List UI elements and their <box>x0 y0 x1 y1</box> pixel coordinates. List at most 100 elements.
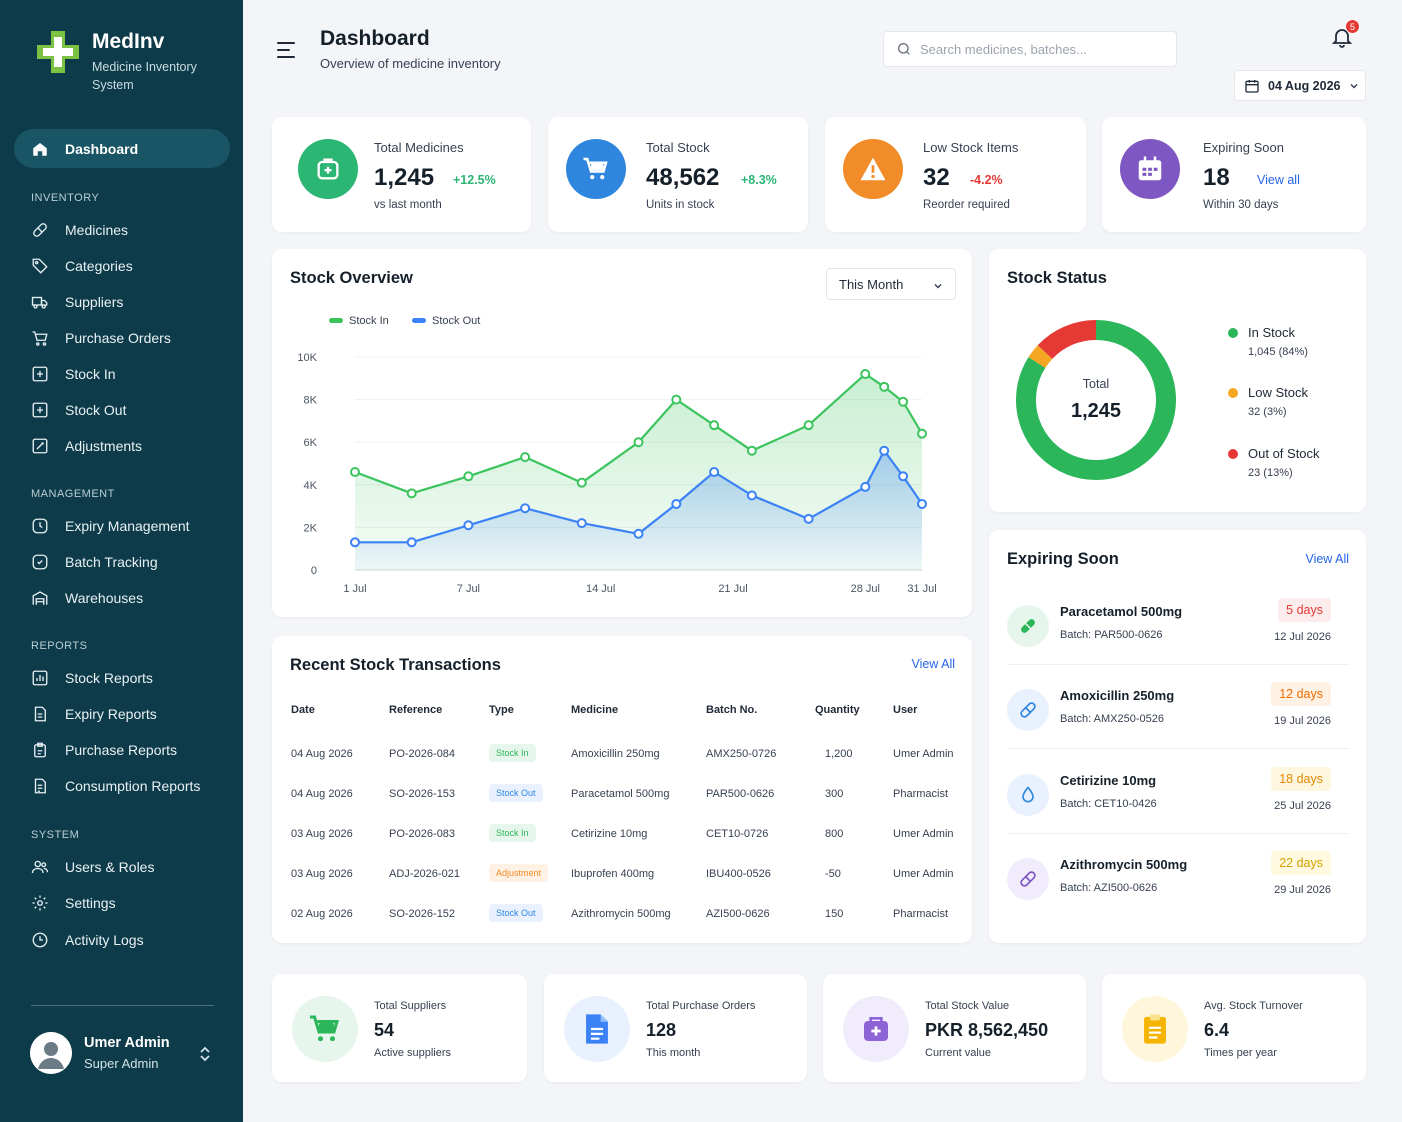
search-box[interactable] <box>883 31 1177 67</box>
legend-label-stock-out: Stock Out <box>432 315 480 327</box>
data-point <box>520 503 531 514</box>
summary-value: PKR 8,562,450 <box>925 1020 1049 1040</box>
user-cell: Umer Admin <box>893 868 954 880</box>
nav-item-stock-in[interactable]: Stock In <box>31 362 116 386</box>
summary-card-suppliers[interactable]: Total Suppliers 54 Active suppliers <box>272 974 527 1082</box>
nav-item-consumption-reports[interactable]: Consumption Reports <box>31 774 200 798</box>
nav-item-label: Categories <box>65 258 133 274</box>
user-profile[interactable]: Umer Admin Super Admin <box>30 1032 170 1074</box>
summary-foot: Active suppliers <box>374 1047 452 1059</box>
column-header: Date <box>291 704 315 716</box>
stat-label: Total Stock <box>646 140 710 155</box>
view-all-link[interactable]: View All <box>911 657 955 671</box>
x-tick-label: 1 Jul <box>343 583 366 595</box>
nav-item-medicines[interactable]: Medicines <box>31 218 128 242</box>
date-cell: 03 Aug 2026 <box>291 868 353 880</box>
days-left-badge: 12 days <box>1271 682 1331 706</box>
type-badge: Adjustment <box>489 864 549 882</box>
nav-item-activity-logs[interactable]: Activity Logs <box>31 928 144 952</box>
nav-item-suppliers[interactable]: Suppliers <box>31 290 123 314</box>
user-cell: Umer Admin <box>893 748 954 760</box>
tag-icon <box>32 258 48 274</box>
summary-card-purchase-orders[interactable]: Total Purchase Orders 128 This month <box>544 974 807 1082</box>
warehouse-icon <box>32 591 48 605</box>
menu-toggle-icon[interactable] <box>276 40 298 65</box>
data-point <box>463 471 474 482</box>
column-header: User <box>893 704 918 716</box>
nav-item-warehouses[interactable]: Warehouses <box>31 586 143 610</box>
y-tick-label: 10K <box>297 352 317 364</box>
stat-card-total-stock[interactable]: Total Stock 48,562 +8.3% Units in stock <box>548 117 808 232</box>
data-point <box>860 369 871 380</box>
stat-card-low-stock[interactable]: Low Stock Items 32 -4.2% Reorder require… <box>825 117 1086 232</box>
data-point <box>350 467 360 478</box>
stat-card-expiring-soon[interactable]: Expiring Soon 18 View all Within 30 days <box>1102 117 1366 232</box>
summary-label: Avg. Stock Turnover <box>1204 1000 1303 1012</box>
donut-center-value: 1,245 <box>1070 400 1122 422</box>
stat-card-total-medicines[interactable]: Total Medicines 1,245 +12.5% vs last mon… <box>272 117 531 232</box>
column-header: Batch No. <box>706 704 758 716</box>
chevron-down-icon <box>934 283 942 289</box>
summary-card-stock-turnover[interactable]: Avg. Stock Turnover 6.4 Times per year <box>1102 974 1366 1082</box>
quantity-cell: 150 <box>825 908 844 920</box>
capsule-icon <box>1007 689 1049 731</box>
reference-cell: SO-2026-153 <box>389 788 456 800</box>
reference-cell: SO-2026-152 <box>389 908 456 920</box>
bar-chart-icon <box>32 670 48 686</box>
table-row[interactable]: 02 Aug 2026 SO-2026-152 Stock Out Azithromy… <box>291 904 961 928</box>
donut-slice <box>1028 345 1053 369</box>
expiring-soon-card: Expiring Soon View All Paracetamol 500mg… <box>989 530 1366 943</box>
search-input[interactable] <box>920 41 1160 57</box>
table-row[interactable]: 03 Aug 2026 PO-2026-083 Stock In Cetirizine… <box>291 824 961 848</box>
expiring-item[interactable]: Amoxicillin 250mg Batch: AMX250-0526 12 … <box>1007 682 1349 742</box>
nav-item-stock-out[interactable]: Stock Out <box>31 398 126 422</box>
expiring-item[interactable]: Paracetamol 500mg Batch: PAR500-0626 5 d… <box>1007 598 1349 658</box>
nav-item-adjustments[interactable]: Adjustments <box>31 434 142 458</box>
table-row[interactable]: 04 Aug 2026 PO-2026-084 Stock In Amoxicilli… <box>291 744 961 768</box>
divider <box>1007 748 1349 749</box>
x-tick-label: 21 Jul <box>718 583 747 595</box>
expiring-item[interactable]: Azithromycin 500mg Batch: AZI500-0626 22… <box>1007 851 1349 911</box>
view-all-link[interactable]: View All <box>1305 552 1349 566</box>
batch-cell: IBU400-0526 <box>706 868 771 880</box>
calendar-icon <box>1245 79 1259 93</box>
summary-card-stock-value[interactable]: Total Stock Value PKR 8,562,450 Current … <box>823 974 1086 1082</box>
donut-slice <box>1016 320 1176 480</box>
user-cell: Pharmacist <box>893 788 949 800</box>
data-point <box>917 428 927 439</box>
user-menu-toggle-icon[interactable] <box>198 1046 212 1067</box>
date-value: 04 Aug 2026 <box>1268 78 1341 93</box>
brand[interactable]: MedInv Medicine Inventory System <box>34 28 212 94</box>
table-row[interactable]: 04 Aug 2026 SO-2026-153 Stock Out Paracetam… <box>291 784 961 808</box>
expiry-date: 25 Jul 2026 <box>1274 800 1331 812</box>
expiring-item[interactable]: Cetirizine 10mg Batch: CET10-0426 18 day… <box>1007 767 1349 827</box>
nav-item-dashboard[interactable]: Dashboard <box>14 129 230 168</box>
data-point <box>917 498 927 509</box>
stat-delta: -4.2% <box>970 173 1003 187</box>
period-select[interactable]: This Month <box>826 268 956 300</box>
clipboard-icon <box>34 742 46 758</box>
nav-item-users-roles[interactable]: Users & Roles <box>31 855 154 879</box>
y-tick-label: 2K <box>304 522 318 534</box>
batch-number: Batch: AZI500-0626 <box>1060 882 1158 894</box>
expiry-date: 12 Jul 2026 <box>1274 631 1331 643</box>
nav-item-settings[interactable]: Settings <box>31 891 116 915</box>
data-point <box>898 396 909 407</box>
nav-item-stock-reports[interactable]: Stock Reports <box>31 666 153 690</box>
data-point <box>671 498 682 509</box>
bell-icon[interactable] <box>1330 25 1354 54</box>
nav-item-batch-tracking[interactable]: Batch Tracking <box>31 550 158 574</box>
medicine-cell: Amoxicillin 250mg <box>571 748 660 760</box>
data-point <box>709 420 720 431</box>
medicine-cell: Ibuprofen 400mg <box>571 868 655 880</box>
view-all-link[interactable]: View all <box>1257 173 1300 187</box>
nav-item-expiry-reports[interactable]: Expiry Reports <box>31 702 157 726</box>
date-picker[interactable]: 04 Aug 2026 <box>1234 70 1366 101</box>
table-row[interactable]: 03 Aug 2026 ADJ-2026-021 Adjustment Ibuprof… <box>291 864 961 888</box>
nav-item-purchase-reports[interactable]: Purchase Reports <box>31 738 177 762</box>
nav-item-purchase-orders[interactable]: Purchase Orders <box>31 326 171 350</box>
nav-item-categories[interactable]: Categories <box>31 254 133 278</box>
nav-item-expiry-management[interactable]: Expiry Management <box>31 514 190 538</box>
type-badge: Stock In <box>489 824 536 842</box>
chevron-down-icon <box>1349 83 1358 89</box>
